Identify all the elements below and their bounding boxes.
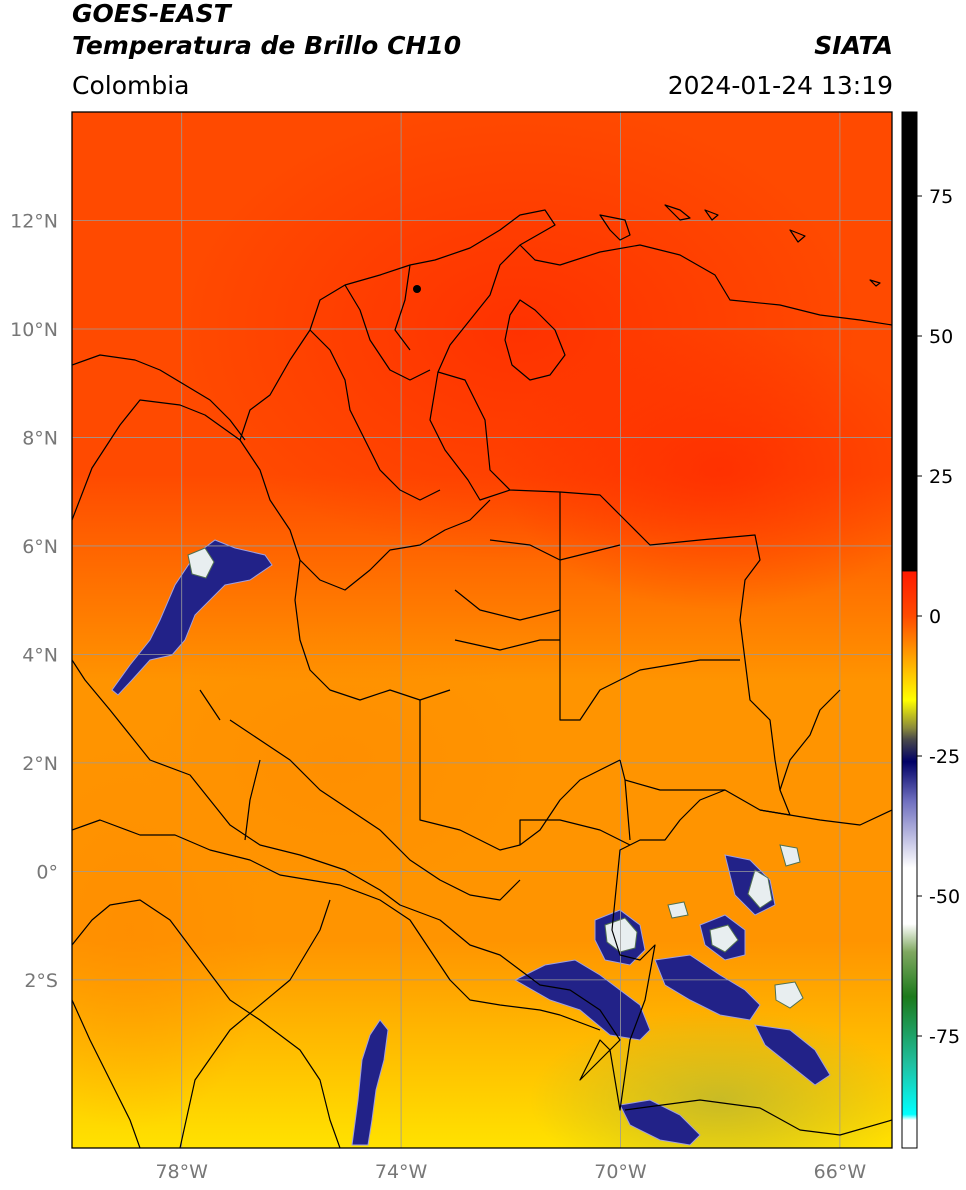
warm-region-llanos <box>500 330 892 610</box>
ecuador-peru-border <box>72 819 601 1031</box>
lon-tick-label: 66°W <box>814 1161 867 1183</box>
lat-tick-label: 4°N <box>22 644 58 666</box>
longitude-tick-labels: 78°W 74°W 70°W 66°W <box>155 1161 866 1183</box>
venezuela-border <box>429 371 740 721</box>
cold-cloud-tops <box>111 539 831 1146</box>
gridlines <box>72 112 892 1148</box>
lat-tick-label: 2°S <box>24 970 58 992</box>
lat-tick-label: 2°N <box>22 753 58 775</box>
cloud-core-4 <box>709 924 739 953</box>
lon-tick-label: 74°W <box>375 1161 428 1183</box>
cloud-amazon-cluster-7 <box>619 1099 701 1146</box>
lon-tick-label: 78°W <box>155 1161 208 1183</box>
colorbar-tick-label: -75 <box>929 1026 960 1048</box>
cloud-core-5 <box>779 844 801 867</box>
hot-spot-santa-marta <box>413 285 421 293</box>
colorbar-tick-label: 75 <box>929 186 953 208</box>
agency-label: SIATA <box>814 31 893 60</box>
colorbar-tick-label: -50 <box>929 886 960 908</box>
cloud-core-1 <box>604 917 638 953</box>
cloud-south-central <box>351 1019 389 1146</box>
dept-lines-east <box>454 539 621 651</box>
timestamp-label: 2024-01-24 13:19 <box>667 71 893 100</box>
title-product: Temperatura de Brillo CH10 <box>72 31 462 60</box>
dept-lines-central <box>239 439 491 701</box>
latitude-tick-labels: 12°N 10°N 8°N 6°N 4°N 2°N 0° 2°S <box>10 210 58 991</box>
colorbar-tick-label: 0 <box>929 606 941 628</box>
brazil-peru-lines <box>72 899 892 1148</box>
lat-tick-label: 10°N <box>10 319 58 341</box>
region-label: Colombia <box>72 71 190 100</box>
colorbar-tick-label: -25 <box>929 746 960 768</box>
dept-lines-south <box>199 689 621 901</box>
colorbar-frame <box>901 111 918 1149</box>
lat-tick-label: 0° <box>36 861 58 883</box>
white-cloud-cores <box>187 547 804 1009</box>
plot-frame <box>71 111 893 1149</box>
maracaibo-lake <box>504 299 566 381</box>
peru-coast <box>179 899 331 1148</box>
lat-tick-label: 8°N <box>22 427 58 449</box>
colombia-outline <box>72 209 791 1111</box>
cloud-core-2 <box>747 869 773 909</box>
colorbar-tick-label: 25 <box>929 466 953 488</box>
panama-coast <box>72 354 246 441</box>
plot-area <box>72 112 892 1148</box>
cloud-core-7 <box>187 547 215 579</box>
colorbar-ticks: 75 50 25 0 -25 -50 -75 <box>917 186 960 1048</box>
brazil-venezuela-border <box>759 689 892 826</box>
amazon-lines <box>519 759 725 846</box>
cloud-core-3 <box>774 981 804 1009</box>
colorbar-tick-label: 50 <box>929 326 953 348</box>
venezuela-coast <box>519 244 892 326</box>
lat-tick-label: 12°N <box>10 210 58 232</box>
dept-lines-north <box>309 264 441 501</box>
cloud-core-6 <box>667 901 689 919</box>
colorbar-fill <box>902 112 917 1148</box>
lon-tick-label: 70°W <box>594 1161 647 1183</box>
caribbean-islands <box>599 204 881 287</box>
cloud-pacific-coast <box>111 539 273 696</box>
cloud-amazon-cluster-3 <box>654 954 761 1021</box>
lat-tick-label: 6°N <box>22 536 58 558</box>
cloud-amazon-cluster-4 <box>754 1024 831 1086</box>
title-satellite: GOES-EAST <box>72 0 231 28</box>
political-boundaries <box>72 204 892 1148</box>
warm-region-central <box>140 620 540 900</box>
colorbar: 75 50 25 0 -25 -50 -75 <box>901 111 960 1149</box>
